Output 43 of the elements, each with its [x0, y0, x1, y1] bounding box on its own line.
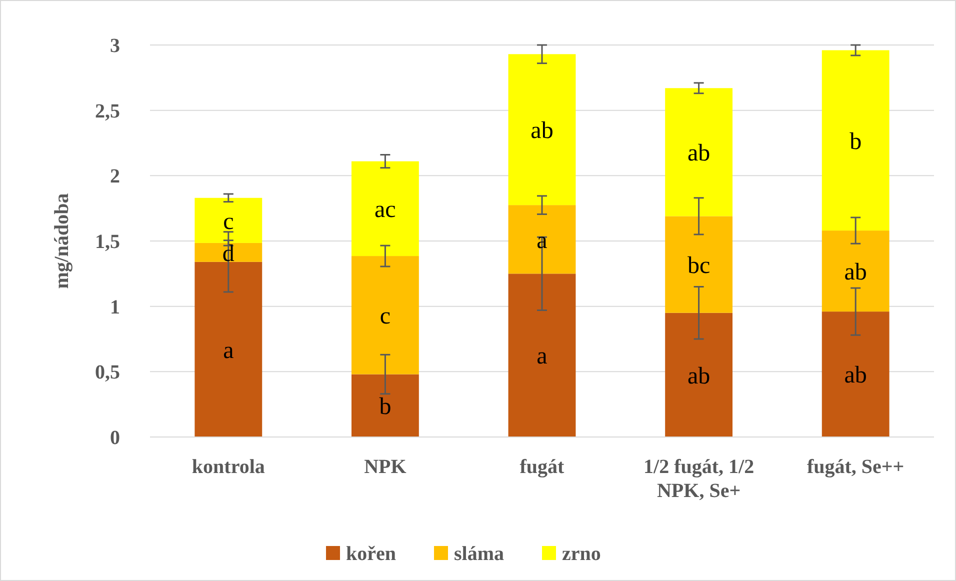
- data-label: a: [536, 344, 548, 370]
- data-label: c: [223, 208, 234, 235]
- data-label: ab: [844, 362, 867, 389]
- bar: [351, 374, 419, 437]
- bar: [508, 205, 576, 274]
- y-tick-label: 2,5: [95, 100, 120, 122]
- bar: [665, 216, 733, 313]
- x-tick-label: 1/2 fugát, 1/2 NPK, Se+: [644, 456, 754, 502]
- data-label: a: [223, 338, 234, 364]
- y-tick-label: 1,5: [95, 231, 120, 253]
- legend-label: sláma: [454, 543, 504, 565]
- bar: [351, 256, 419, 374]
- data-label: b: [379, 394, 392, 420]
- bar: [351, 161, 419, 256]
- data-label: b: [850, 128, 862, 155]
- data-label: ab: [687, 363, 710, 390]
- bar: [194, 198, 262, 243]
- bar: [822, 50, 890, 231]
- data-label: ab: [530, 118, 554, 144]
- x-tick-label: fugát, Se++: [806, 456, 904, 478]
- bar: [508, 274, 576, 437]
- data-label: ab: [844, 259, 867, 286]
- bar: [508, 54, 576, 206]
- bar: [822, 230, 890, 312]
- y-axis-title: mg/nádoba: [51, 193, 73, 289]
- y-tick-label: 0,5: [95, 362, 120, 384]
- y-tick-label: 1: [110, 296, 120, 318]
- data-label: c: [380, 304, 391, 330]
- legend-label: zrno: [562, 543, 601, 565]
- bar: [665, 312, 733, 437]
- y-tick-label: 2: [110, 166, 120, 188]
- legend-label: kořen: [346, 543, 396, 565]
- bar: [194, 262, 262, 437]
- x-tick-label: kontrola: [192, 456, 265, 478]
- data-label: bc: [687, 252, 710, 279]
- bar: [665, 88, 733, 216]
- y-tick-label: 3: [110, 35, 120, 57]
- x-tick-label: fugát: [520, 456, 565, 478]
- y-tick-label: 0: [110, 427, 120, 449]
- x-tick-label: NPK: [364, 456, 407, 478]
- data-label: ab: [687, 140, 710, 167]
- bar: [822, 312, 890, 437]
- data-label: ac: [374, 197, 396, 224]
